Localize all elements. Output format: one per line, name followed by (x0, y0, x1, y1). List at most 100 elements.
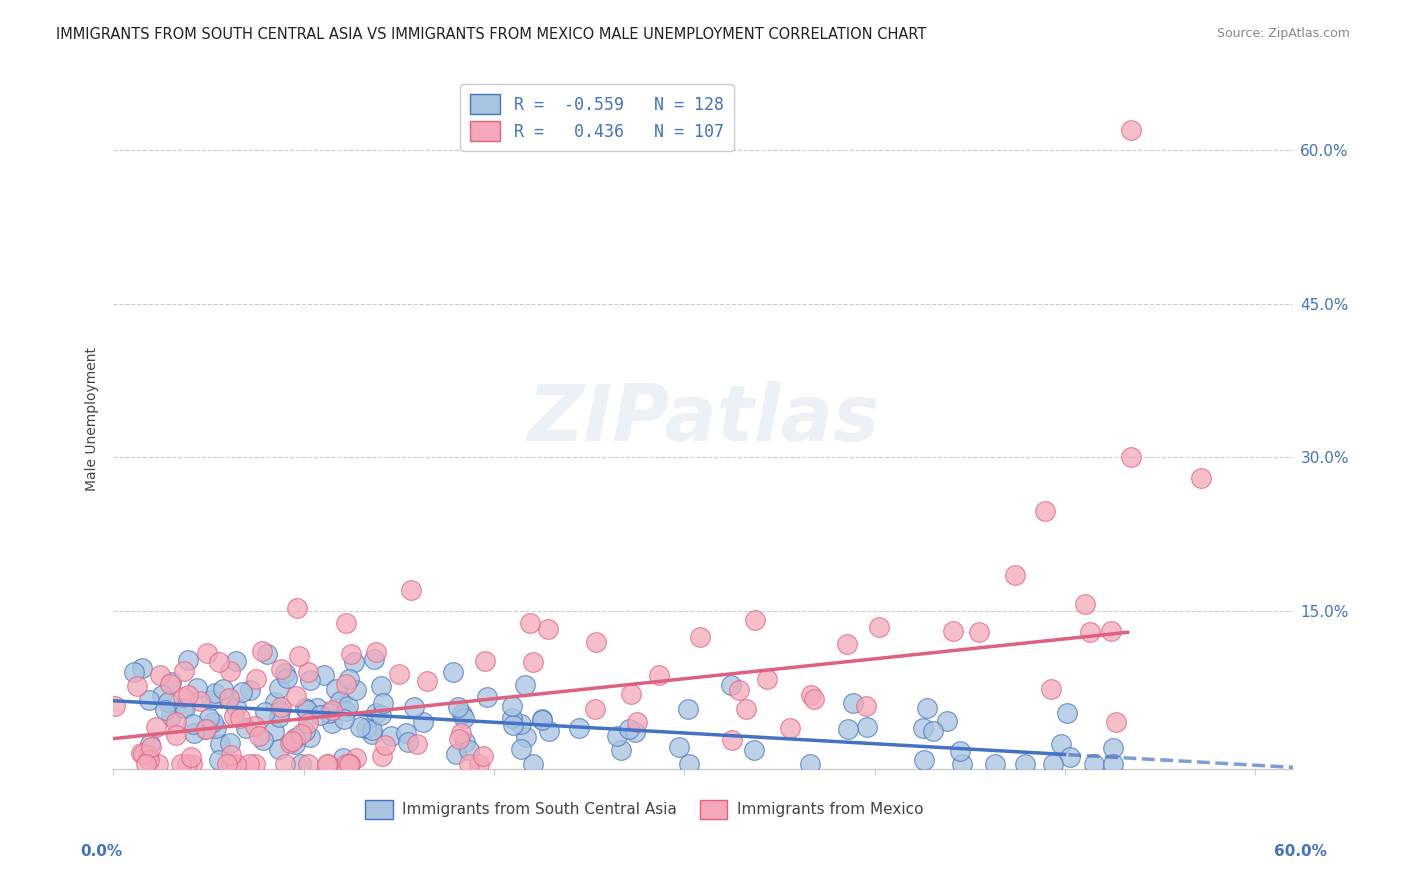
Point (218, 691, 240, 706)
Point (225, 654, 247, 668)
Point (949, 744, 972, 758)
Text: Source: ZipAtlas.com: Source: ZipAtlas.com (1216, 27, 1350, 40)
Point (620, 687, 643, 701)
Point (267, 681, 290, 695)
Point (181, 757, 204, 772)
Point (219, 757, 242, 772)
Point (176, 688, 198, 702)
Point (610, 743, 633, 757)
Point (276, 671, 298, 685)
Point (361, 727, 384, 741)
Point (1014, 757, 1036, 772)
Point (308, 708, 330, 723)
Point (181, 717, 204, 731)
Point (235, 721, 257, 735)
Point (450, 707, 472, 722)
Point (332, 750, 354, 764)
Point (396, 735, 419, 749)
Point (325, 681, 347, 696)
Point (363, 652, 385, 666)
Point (454, 735, 477, 749)
Point (371, 696, 394, 710)
Point (298, 673, 321, 688)
Point (415, 673, 437, 688)
Point (1039, 682, 1062, 697)
Point (501, 710, 523, 724)
Point (364, 706, 387, 720)
Point (238, 757, 260, 772)
Point (405, 737, 427, 751)
Point (333, 713, 356, 727)
Point (177, 653, 200, 667)
Point (583, 702, 606, 716)
Point (124, 665, 146, 679)
Point (537, 723, 560, 738)
Point (295, 703, 318, 717)
Point (447, 700, 470, 714)
Point (103, 698, 125, 713)
Point (267, 710, 290, 724)
Point (204, 686, 226, 700)
Point (297, 757, 319, 772)
Point (321, 703, 343, 717)
Text: ZIPatlas: ZIPatlas (527, 381, 879, 457)
Point (1099, 624, 1122, 639)
Point (264, 695, 287, 709)
Point (269, 704, 291, 718)
Point (183, 725, 205, 739)
Point (245, 672, 267, 686)
Point (337, 698, 360, 713)
Point (915, 701, 938, 715)
Point (195, 722, 218, 736)
Point (689, 630, 711, 644)
Point (1056, 706, 1078, 720)
Point (803, 691, 825, 706)
Point (208, 655, 231, 669)
Point (298, 731, 321, 745)
Point (855, 699, 877, 714)
Point (186, 681, 208, 695)
Point (626, 715, 648, 730)
Point (219, 736, 242, 750)
Point (253, 705, 276, 719)
Point (678, 757, 700, 772)
Point (370, 679, 392, 693)
Point (799, 757, 821, 772)
Point (856, 720, 879, 734)
Point (290, 757, 312, 772)
Point (1191, 471, 1213, 485)
Point (585, 635, 607, 649)
Point (1083, 757, 1105, 772)
Point (522, 656, 544, 670)
Point (449, 732, 471, 747)
Point (224, 709, 246, 723)
Point (208, 737, 231, 751)
Point (141, 739, 163, 754)
Point (624, 724, 647, 739)
Point (477, 690, 499, 705)
Y-axis label: Male Unemployment: Male Unemployment (86, 347, 100, 491)
Point (174, 701, 197, 715)
Point (510, 717, 533, 731)
Point (339, 757, 361, 772)
Point (316, 757, 339, 772)
Point (756, 673, 779, 687)
Point (225, 757, 247, 772)
Point (208, 753, 231, 767)
Point (129, 746, 152, 760)
Point (1105, 714, 1128, 729)
Point (388, 666, 411, 681)
Point (284, 738, 307, 752)
Point (914, 753, 936, 767)
Point (617, 722, 640, 736)
Point (779, 721, 801, 735)
Point (531, 712, 554, 726)
Point (314, 668, 336, 682)
Point (231, 684, 253, 698)
Point (335, 615, 357, 630)
Point (513, 678, 536, 692)
Point (278, 736, 301, 750)
Point (135, 757, 157, 772)
Point (502, 717, 524, 731)
Point (458, 742, 481, 756)
